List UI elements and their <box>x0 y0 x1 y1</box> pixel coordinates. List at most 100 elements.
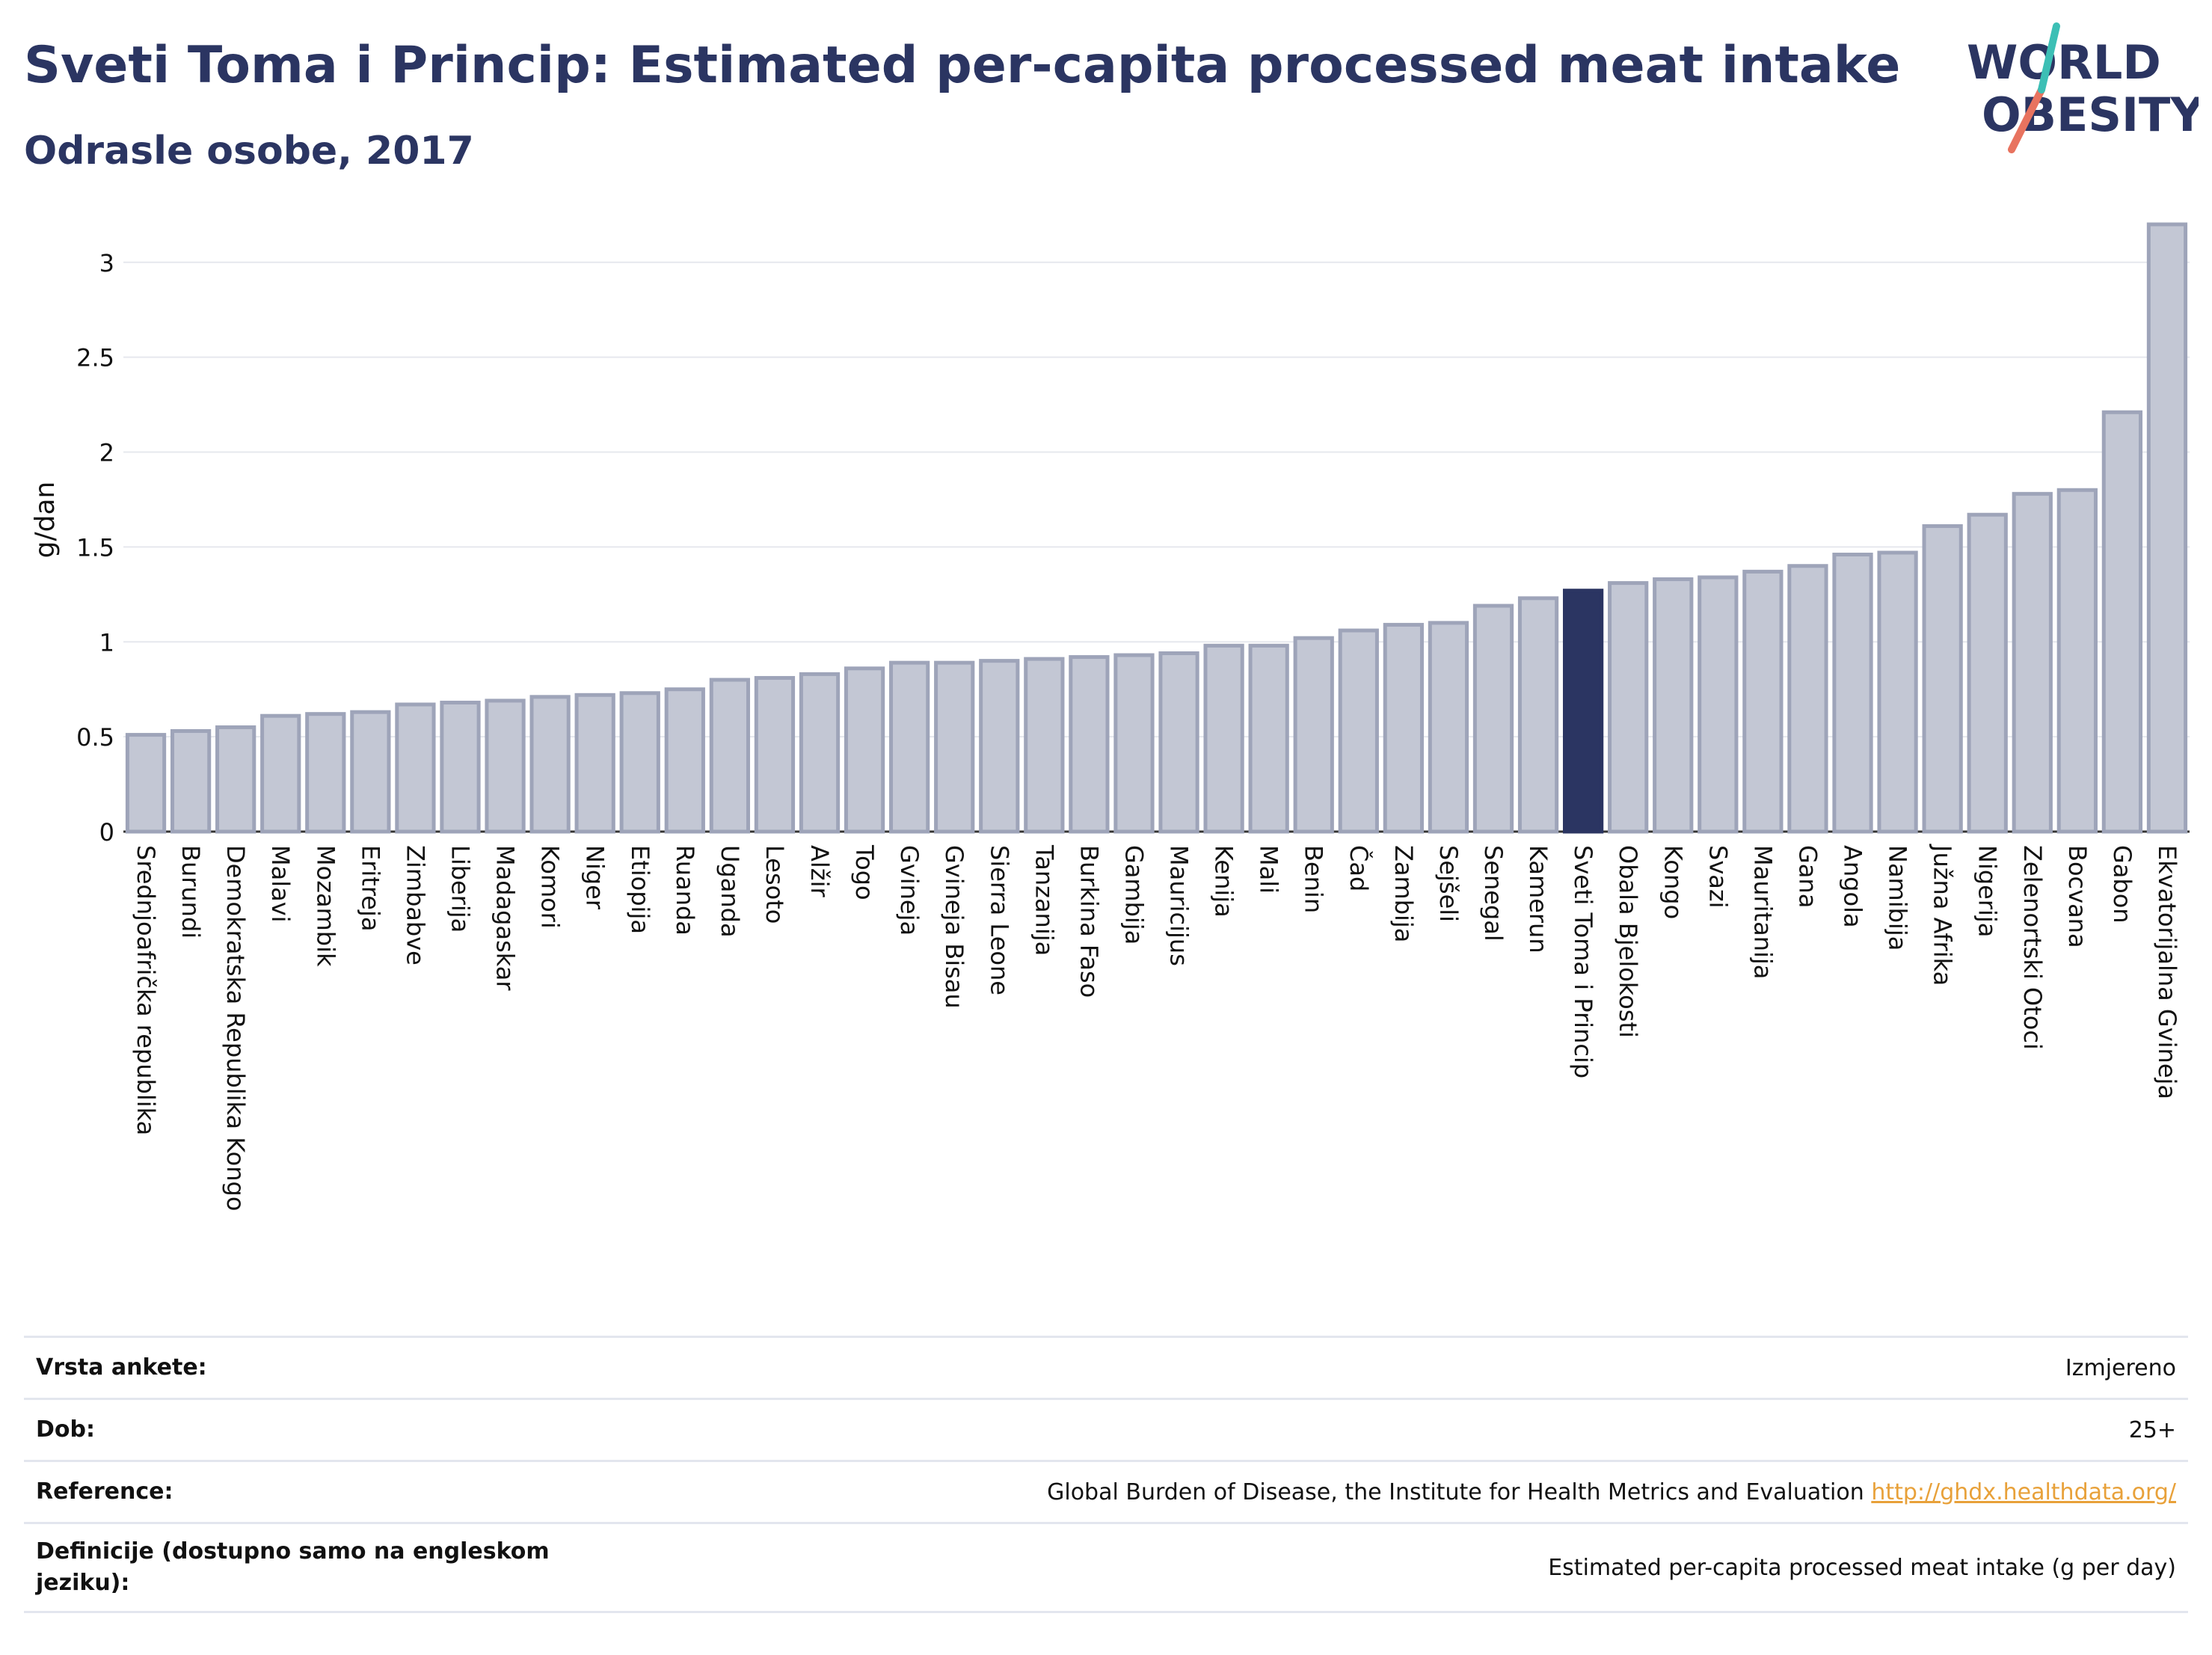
bar <box>260 713 301 834</box>
info-value: Estimated per-capita processed meat inta… <box>1548 1554 2176 1581</box>
x-tick-label: Ekvatorijalna Gvineja <box>2153 845 2181 1099</box>
x-tick-label: Benin <box>1300 845 1328 913</box>
bar <box>440 700 481 834</box>
bar <box>2012 491 2053 834</box>
reference-link[interactable]: http://ghdx.healthdata.org/ <box>1871 1479 2176 1505</box>
x-tick-label: Niger <box>581 845 609 910</box>
bar <box>1653 577 1694 834</box>
info-label: Definicije (dostupno samo na engleskom j… <box>36 1538 550 1596</box>
bar <box>934 660 975 834</box>
info-table: Vrsta ankete: Izmjereno Dob: 25+ Referen… <box>24 1336 2188 1613</box>
x-tick-label: Angola <box>1839 845 1867 928</box>
bar <box>1698 575 1739 834</box>
bar <box>1069 655 1110 834</box>
x-tick-label: Gvineja Bisau <box>940 845 968 1009</box>
x-tick-label: Malavi <box>266 845 295 923</box>
x-tick-label: Sveti Toma i Princip <box>1569 845 1597 1078</box>
x-tick-label: Senegal <box>1479 845 1508 942</box>
x-tick-label: Tanzanija <box>1030 844 1058 956</box>
x-tick-label: Gabon <box>2108 845 2136 924</box>
bar <box>1832 553 1873 834</box>
bar <box>170 729 212 834</box>
reference-text: Global Burden of Disease, the Institute … <box>1047 1479 1864 1505</box>
x-tick-label: Zelenortski Otoci <box>2018 845 2047 1050</box>
info-label: Vrsta ankete: <box>36 1354 207 1381</box>
bar <box>2101 410 2143 834</box>
bar <box>350 710 391 834</box>
bar <box>395 702 436 834</box>
x-tick-label: Eritreja <box>356 845 384 931</box>
bar <box>1517 596 1559 834</box>
bar <box>574 693 615 834</box>
bar <box>1293 636 1334 834</box>
x-tick-label: Burundi <box>176 845 205 939</box>
bar <box>1383 622 1424 834</box>
x-tick-label: Sejšeli <box>1434 845 1463 922</box>
x-tick-label: Demokratska Republika Kongo <box>221 845 250 1211</box>
x-tick-label: Bocvana <box>2063 845 2092 948</box>
info-value-reference: Global Burden of Disease, the Institute … <box>1047 1479 2188 1505</box>
bar <box>529 695 571 834</box>
bar <box>1248 643 1289 834</box>
y-tick-label: 1 <box>99 628 114 657</box>
y-tick-label: 2 <box>99 439 114 467</box>
logo-slash-lower <box>2008 86 2045 153</box>
info-value: Izmjereno <box>2065 1354 2176 1381</box>
y-axis-label: g/dan <box>30 482 61 559</box>
page-title: Sveti Toma i Princip: Estimated per-capi… <box>24 36 1901 95</box>
bar <box>215 725 256 834</box>
x-tick-label: Gvineja <box>895 845 924 936</box>
x-tick-label: Togo <box>850 844 879 900</box>
x-tick-label: Čad <box>1345 845 1374 891</box>
bar <box>1158 651 1199 834</box>
bars-layer <box>125 222 2188 834</box>
bar <box>754 675 796 834</box>
info-label: Dob: <box>36 1416 95 1443</box>
x-tick-label: Burkina Faso <box>1075 845 1103 998</box>
bar <box>709 678 751 834</box>
x-tick-label: Liberija <box>446 845 474 933</box>
bar <box>1608 581 1649 834</box>
bar <box>1113 653 1155 834</box>
y-tick-label: 2.5 <box>76 344 114 372</box>
x-tick-label: Kongo <box>1659 845 1687 919</box>
bar <box>1203 643 1244 834</box>
bar <box>1967 512 2008 834</box>
x-tick-label: Kamerun <box>1524 845 1552 954</box>
info-row-definition: Definicije (dostupno samo na engleskom j… <box>24 1522 2188 1613</box>
bar <box>485 698 526 834</box>
info-label: Reference: <box>36 1479 173 1505</box>
bar <box>2056 488 2098 834</box>
bar <box>1922 523 1963 834</box>
info-value: 25+ <box>2128 1416 2176 1443</box>
x-tick-label: Ruanda <box>671 845 699 936</box>
bar <box>1742 569 1784 834</box>
bar <box>1428 621 1469 834</box>
x-tick-label: Madagaskar <box>491 845 520 991</box>
info-row-age: Dob: 25+ <box>24 1398 2188 1460</box>
logo-slash-upper <box>2038 22 2060 93</box>
x-tick-label: Gambija <box>1119 845 1148 945</box>
x-tick-label: Mauritanija <box>1748 845 1777 979</box>
bar <box>1472 604 1514 834</box>
x-tick-labels: Srednjoafrička republika Burundi Demokrats… <box>132 844 2181 1211</box>
bar-chart: 0 0.5 1 1.5 2 2.5 3 Srednjoafrička republika Bu… <box>30 222 2190 1211</box>
bar <box>889 660 930 834</box>
info-row-reference: Reference: Global Burden of Disease, the… <box>24 1460 2188 1522</box>
x-tick-label: Obala Bjelokosti <box>1614 845 1642 1038</box>
bar <box>799 672 841 834</box>
x-tick-label: Lesoto <box>761 845 789 924</box>
bar-highlighted <box>1562 589 1604 834</box>
x-tick-label: Komori <box>536 845 565 929</box>
bar <box>2146 222 2188 834</box>
x-tick-label: Nigerija <box>1973 845 2002 937</box>
bar <box>1787 564 1828 834</box>
y-tick-label: 0.5 <box>76 723 114 752</box>
x-tick-label: Zimbabve <box>401 845 429 965</box>
x-tick-label: Srednjoafrička republika <box>132 845 160 1135</box>
bar <box>619 691 660 834</box>
x-tick-label: Etiopija <box>626 845 654 934</box>
world-obesity-logo: WORLD OBESITY <box>1967 22 2199 153</box>
x-tick-label: Mauricijus <box>1165 845 1193 966</box>
x-tick-label: Mali <box>1255 845 1283 894</box>
